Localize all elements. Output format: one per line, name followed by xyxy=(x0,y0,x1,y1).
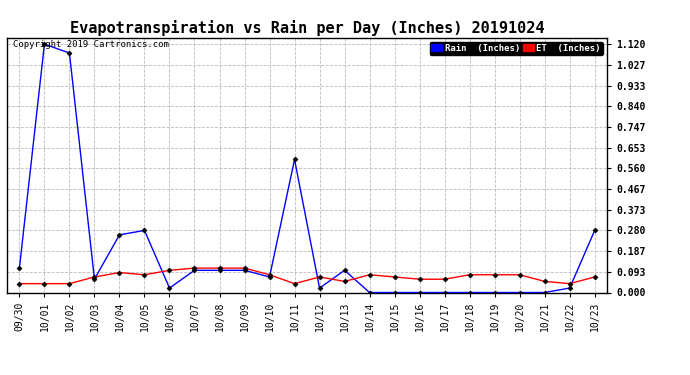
Title: Evapotranspiration vs Rain per Day (Inches) 20191024: Evapotranspiration vs Rain per Day (Inch… xyxy=(70,20,544,36)
Legend: Rain  (Inches), ET  (Inches): Rain (Inches), ET (Inches) xyxy=(430,42,602,55)
Text: Copyright 2019 Cartronics.com: Copyright 2019 Cartronics.com xyxy=(13,40,169,49)
